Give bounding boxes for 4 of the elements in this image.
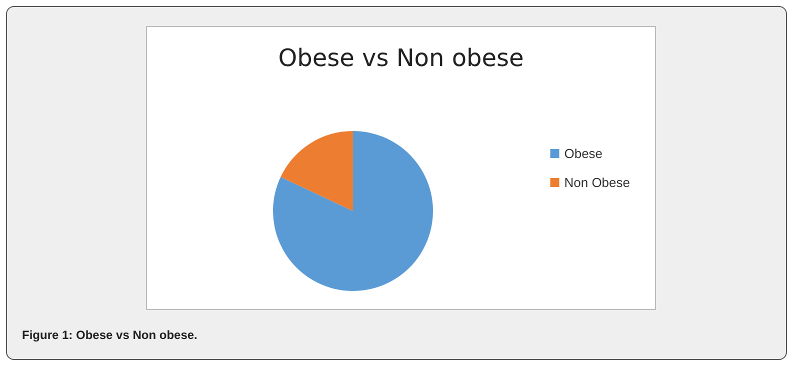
legend-label: Obese: [564, 146, 603, 161]
legend-label: Non Obese: [564, 175, 630, 190]
chart-title: Obese vs Non obese: [278, 44, 524, 72]
caption: Figure 1: Obese vs Non obese.: [22, 328, 198, 342]
